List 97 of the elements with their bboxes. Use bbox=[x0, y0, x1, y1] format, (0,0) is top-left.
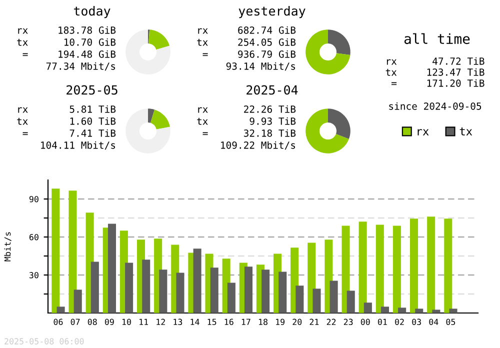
bar bbox=[125, 262, 134, 313]
x-tick-label: 03 bbox=[412, 318, 421, 326]
bar bbox=[380, 306, 390, 313]
bar bbox=[296, 286, 304, 313]
bar bbox=[346, 290, 355, 313]
x-tick-label: 10 bbox=[122, 318, 131, 326]
x-tick-label: 07 bbox=[70, 318, 80, 326]
bar bbox=[210, 268, 218, 313]
bar bbox=[358, 222, 367, 313]
x-tick-label: 23 bbox=[344, 318, 353, 326]
text: rx 183.78 GiB bbox=[18, 26, 116, 34]
text: = 7.41 TiB bbox=[22, 129, 116, 137]
bar bbox=[108, 224, 116, 313]
donut-slice bbox=[126, 108, 170, 154]
bar bbox=[142, 260, 150, 313]
text: rx 5.81 TiB bbox=[18, 105, 116, 113]
text: = 32.18 TiB bbox=[202, 129, 296, 137]
bar bbox=[364, 302, 372, 313]
bar bbox=[432, 310, 440, 313]
text: since 2024-09-05 bbox=[389, 102, 482, 110]
bar bbox=[56, 306, 65, 313]
x-tick-label: 01 bbox=[378, 318, 387, 326]
x-tick-label: 08 bbox=[88, 318, 97, 326]
y-tick-label: 30 bbox=[29, 272, 38, 278]
bar bbox=[410, 218, 418, 313]
text: tx 9.93 TiB bbox=[197, 117, 296, 125]
x-tick-label: 19 bbox=[276, 318, 285, 326]
bar bbox=[278, 272, 287, 313]
x-tick-label: 20 bbox=[292, 318, 302, 326]
x-tick-label: 14 bbox=[190, 318, 200, 325]
text: tx 254.05 GiB bbox=[197, 38, 296, 46]
donut-slice bbox=[150, 110, 170, 130]
text: 77.34 Mbit/s bbox=[46, 62, 116, 71]
text: 93.14 Mbit/s bbox=[226, 62, 296, 71]
bar bbox=[444, 218, 452, 313]
bar bbox=[244, 266, 253, 313]
x-tick-label: 13 bbox=[174, 318, 182, 326]
donut-slice bbox=[148, 30, 170, 50]
legend-label: rx bbox=[418, 129, 429, 136]
x-tick-label: 06 bbox=[54, 318, 63, 326]
bar bbox=[415, 308, 424, 313]
chart-title: yesterday bbox=[238, 6, 306, 18]
y-tick-label: 60 bbox=[29, 234, 38, 240]
bar bbox=[398, 308, 406, 313]
legend-label: tx bbox=[460, 128, 472, 136]
bar bbox=[90, 262, 99, 313]
text: = 194.48 GiB bbox=[22, 50, 116, 58]
donut-slice bbox=[328, 108, 350, 139]
bar bbox=[392, 226, 401, 313]
text: tx 123.47 TiB bbox=[386, 68, 484, 76]
chart-title: 2025-04 bbox=[246, 85, 298, 95]
bar bbox=[330, 280, 338, 313]
chart-title: today bbox=[74, 6, 110, 18]
x-tick-label: 22 bbox=[326, 318, 336, 325]
x-tick-label: 11 bbox=[140, 318, 148, 325]
donut-slice bbox=[328, 30, 350, 55]
bar bbox=[312, 288, 321, 313]
y-axis-title: Mbit/s bbox=[4, 232, 12, 262]
x-tick-label: 18 bbox=[258, 318, 268, 326]
text: = 171.20 TiB bbox=[392, 79, 484, 87]
text: tx 1.60 TiB bbox=[17, 117, 116, 125]
text: 104.11 Mbit/s bbox=[41, 141, 116, 150]
donut-slice bbox=[126, 30, 170, 74]
bar bbox=[376, 224, 384, 313]
x-tick-label: 04 bbox=[429, 318, 438, 326]
chart-title: 2025-05 bbox=[66, 85, 118, 95]
x-tick-label: 21 bbox=[310, 318, 319, 325]
bar bbox=[449, 308, 458, 313]
x-tick-label: 02 bbox=[395, 318, 404, 326]
x-tick-label: 12 bbox=[156, 318, 165, 325]
bar bbox=[342, 226, 350, 313]
text: rx 22.26 TiB bbox=[198, 105, 296, 113]
donut-slice bbox=[148, 108, 155, 123]
donut-slice bbox=[306, 30, 350, 74]
bar bbox=[74, 290, 82, 313]
bar bbox=[262, 270, 270, 313]
text: rx 47.72 TiB bbox=[386, 57, 484, 65]
bar bbox=[52, 188, 60, 313]
bar bbox=[68, 190, 77, 313]
text: rx 682.74 GiB bbox=[198, 26, 296, 34]
text: tx 10.70 GiB bbox=[17, 38, 116, 46]
donut-slice bbox=[306, 108, 349, 154]
x-tick-label: 09 bbox=[104, 318, 114, 326]
bar bbox=[193, 248, 202, 313]
text: all time bbox=[404, 33, 470, 44]
bar bbox=[159, 270, 168, 313]
x-tick-label: 15 bbox=[208, 318, 216, 326]
x-tick-label: 05 bbox=[446, 318, 456, 326]
text: 109.22 Mbit/s bbox=[221, 141, 296, 150]
bar bbox=[427, 216, 436, 313]
text: = 936.79 GiB bbox=[202, 50, 296, 58]
bar bbox=[176, 272, 184, 313]
bar bbox=[227, 282, 236, 313]
y-tick-label: 90 bbox=[29, 196, 38, 202]
x-tick-label: 17 bbox=[242, 318, 250, 325]
x-tick-label: 00 bbox=[360, 318, 370, 326]
x-tick-label: 16 bbox=[224, 318, 234, 326]
